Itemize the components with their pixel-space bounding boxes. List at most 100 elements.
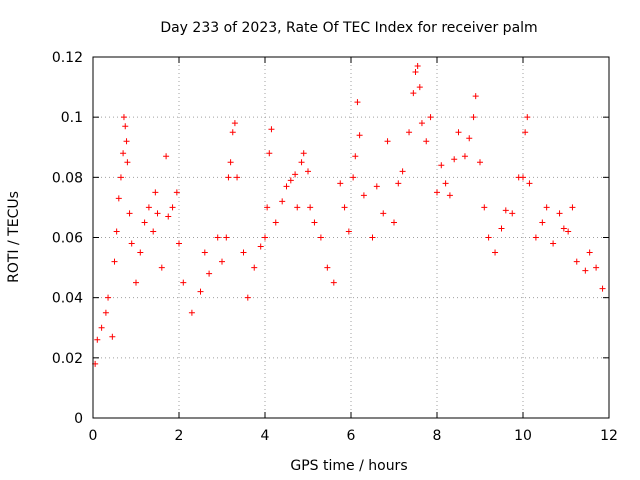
data-point	[279, 198, 286, 205]
data-point	[524, 114, 531, 121]
data-point	[416, 84, 423, 91]
data-point	[384, 138, 391, 145]
data-point	[550, 240, 557, 247]
data-point	[477, 159, 483, 166]
data-point	[311, 219, 318, 226]
data-point	[124, 159, 131, 166]
data-point	[206, 270, 213, 277]
x-tick-label: 8	[433, 428, 442, 444]
data-point	[128, 240, 135, 247]
data-point	[451, 156, 458, 163]
data-point	[582, 267, 589, 274]
data-point	[264, 204, 271, 211]
data-point	[223, 234, 230, 241]
data-point	[410, 90, 417, 97]
data-point	[152, 189, 159, 196]
data-point	[350, 174, 357, 181]
data-point	[262, 234, 268, 241]
data-point	[158, 264, 165, 271]
data-point	[412, 69, 419, 76]
data-point	[102, 309, 109, 316]
data-point	[498, 225, 505, 232]
x-tick-label: 12	[600, 428, 618, 444]
data-point	[268, 126, 275, 133]
data-point	[133, 279, 139, 286]
data-point	[188, 309, 195, 316]
data-point	[111, 258, 118, 265]
data-point	[214, 234, 221, 241]
data-point	[227, 159, 234, 166]
data-point	[123, 138, 130, 145]
data-point	[399, 168, 406, 175]
data-point	[287, 177, 294, 184]
grid-lines	[93, 57, 609, 418]
y-tick-label: 0.08	[52, 170, 83, 186]
x-tick-label: 4	[261, 428, 270, 444]
data-point	[391, 219, 397, 226]
data-point	[251, 264, 258, 271]
data-point	[593, 264, 600, 271]
data-point	[141, 219, 148, 226]
data-point	[418, 120, 425, 127]
chart-title: Day 233 of 2023, Rate Of TEC Index for r…	[160, 20, 537, 36]
data-point	[345, 228, 352, 235]
data-point	[292, 171, 299, 178]
data-point	[330, 279, 337, 286]
data-point	[120, 150, 127, 157]
data-point	[427, 114, 434, 121]
data-point	[526, 180, 533, 187]
data-point	[502, 207, 509, 214]
data-point	[455, 129, 462, 136]
data-point	[352, 153, 359, 160]
data-point	[438, 162, 445, 169]
data-point	[423, 138, 430, 145]
data-point	[113, 228, 120, 235]
data-point	[395, 180, 402, 187]
x-tick-label: 2	[175, 428, 184, 444]
data-point	[341, 204, 348, 211]
data-point	[154, 210, 161, 217]
data-point	[176, 240, 182, 247]
x-tick-label: 10	[514, 428, 532, 444]
data-point	[229, 129, 236, 136]
data-point	[442, 180, 449, 187]
data-point	[360, 192, 367, 199]
data-point	[117, 174, 124, 181]
data-point	[272, 219, 279, 226]
axis-ticks: 0 2 4 6 8 10 12 0 0.02 0.04 0.06 0.08 0.1 0.12	[52, 50, 618, 444]
data-point	[470, 114, 477, 121]
data-point	[294, 204, 301, 211]
data-point	[573, 258, 580, 265]
data-point	[356, 132, 363, 139]
data-point	[126, 210, 133, 217]
data-point	[543, 204, 550, 211]
data-point	[307, 204, 314, 211]
data-point	[520, 174, 526, 181]
data-point	[240, 249, 247, 256]
data-point	[485, 234, 492, 241]
data-point	[169, 204, 176, 211]
data-point	[266, 150, 273, 157]
data-point	[522, 129, 529, 136]
data-points	[92, 63, 606, 367]
data-point	[481, 204, 488, 211]
y-axis-label: ROTI / TECUs	[6, 191, 22, 283]
data-point	[173, 189, 180, 196]
data-point	[234, 174, 241, 181]
data-point	[532, 234, 539, 241]
data-point	[180, 279, 187, 286]
data-point	[122, 123, 129, 130]
data-point	[373, 183, 380, 190]
data-point	[120, 114, 127, 121]
data-point	[231, 120, 238, 127]
data-point	[406, 129, 413, 136]
data-point	[446, 192, 453, 199]
x-tick-label: 6	[347, 428, 356, 444]
data-point	[94, 336, 101, 343]
data-point	[539, 219, 546, 226]
data-point	[434, 189, 440, 196]
data-point	[105, 294, 112, 301]
data-point	[354, 99, 361, 106]
x-tick-label: 0	[89, 428, 98, 444]
